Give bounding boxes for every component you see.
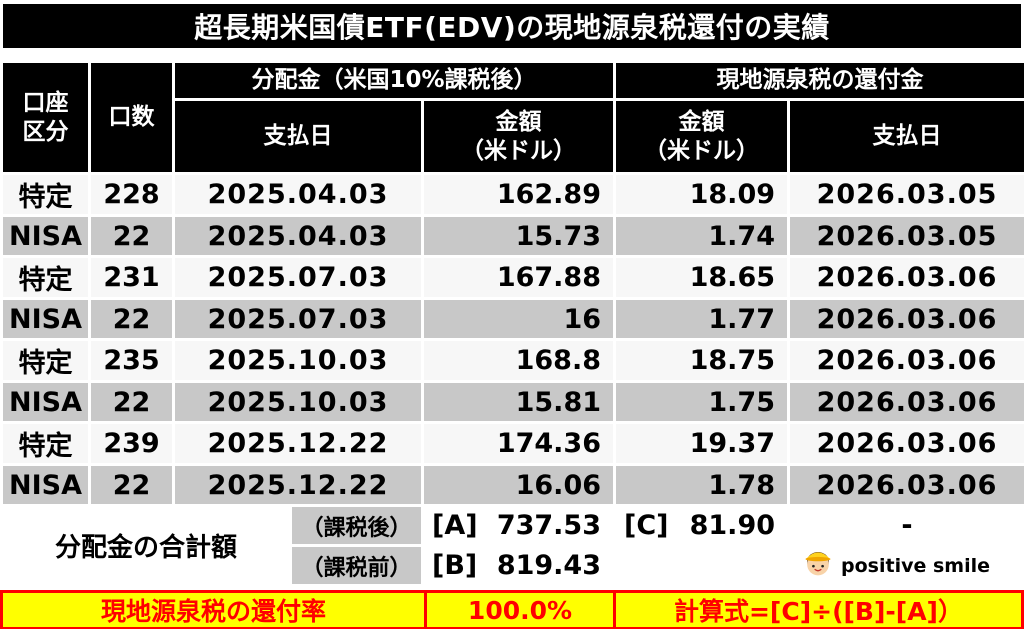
refund-table: 口座 区分 口数 分配金（米国10%課税後） 現地源泉税の還付金 支払日 金額 … bbox=[0, 60, 1024, 587]
header-refund-pay-date: 支払日 bbox=[787, 98, 1024, 175]
header-dist-amount: 金額 （米ドル） bbox=[420, 98, 617, 175]
refund-amount-cell: 18.65 bbox=[613, 255, 791, 300]
summary-row-before-tax: （課税前） [B] 819.43 bbox=[2, 544, 1024, 587]
refund-rate-formula: 計算式=[C]÷([B]-[A]） bbox=[673, 597, 963, 626]
total-refund-value: 81.90 bbox=[689, 510, 776, 541]
refund-amount-cell: 18.75 bbox=[613, 338, 791, 383]
dash-cell: - bbox=[787, 504, 1024, 547]
dist-pay-date-cell: 2025.07.03 bbox=[172, 255, 424, 300]
brand-name: positive smile bbox=[841, 554, 991, 577]
units-cell: 231 bbox=[88, 255, 175, 300]
table-row: NISA 22 2025.10.03 15.81 1.75 2026.03.06 bbox=[0, 380, 1024, 424]
account-type-cell: 特定 bbox=[0, 421, 91, 466]
table-row: NISA 22 2025.12.22 16.06 1.78 2026.03.06 bbox=[0, 463, 1024, 507]
ref-c-label: [C] bbox=[624, 510, 669, 541]
refund-rate-value: 100.0% bbox=[424, 593, 616, 627]
dist-pay-date-cell: 2025.04.03 bbox=[172, 214, 424, 258]
dist-amount-cell: 16 bbox=[420, 297, 617, 341]
account-type-cell: NISA bbox=[0, 214, 91, 258]
dist-amount-cell: 167.88 bbox=[420, 255, 617, 300]
account-type-cell: 特定 bbox=[0, 255, 91, 300]
ref-b-label: [B] bbox=[432, 550, 478, 581]
total-before-tax-cell: [B] 819.43 bbox=[420, 544, 617, 587]
refund-pay-date-cell: 2026.03.06 bbox=[787, 255, 1024, 300]
account-type-cell: 特定 bbox=[0, 338, 91, 383]
summary-row-after-tax: 分配金の合計額 （課税後） [A] 737.53 [C] 81.90 - bbox=[0, 504, 1024, 587]
refund-pay-date-cell: 2026.03.06 bbox=[787, 297, 1024, 341]
refund-amount-cell: 1.75 bbox=[613, 380, 791, 424]
units-cell: 22 bbox=[88, 214, 175, 258]
dist-pay-date-cell: 2025.04.03 bbox=[172, 172, 424, 217]
total-before-tax-value: 819.43 bbox=[496, 550, 602, 581]
table-row: 特定 231 2025.07.03 167.88 18.65 2026.03.0… bbox=[0, 255, 1024, 300]
account-type-cell: NISA bbox=[0, 463, 91, 507]
refund-amount-cell: 1.74 bbox=[613, 214, 791, 258]
account-type-cell: NISA bbox=[0, 297, 91, 341]
header-refund-amount: 金額 （米ドル） bbox=[613, 98, 791, 175]
positive-smile-logo: positive smile bbox=[618, 549, 1023, 583]
dist-amount-cell: 168.8 bbox=[420, 338, 617, 383]
table-row: 特定 235 2025.10.03 168.8 18.75 2026.03.06 bbox=[0, 338, 1024, 383]
header-account-type: 口座 区分 bbox=[0, 60, 91, 175]
smile-face-icon bbox=[803, 549, 833, 583]
total-after-tax-cell: [A] 737.53 bbox=[420, 504, 617, 547]
refund-amount-cell: 1.77 bbox=[613, 297, 791, 341]
refund-pay-date-cell: 2026.03.06 bbox=[787, 463, 1024, 507]
header-dist-pay-date: 支払日 bbox=[172, 98, 424, 175]
dist-pay-date-cell: 2025.10.03 bbox=[172, 380, 424, 424]
dist-pay-date-cell: 2025.12.22 bbox=[172, 463, 424, 507]
refund-pay-date-cell: 2026.03.05 bbox=[787, 172, 1024, 217]
dist-amount-cell: 162.89 bbox=[420, 172, 617, 217]
page-title: 超長期米国債ETF(EDV)の現地源泉税還付の実績 bbox=[3, 4, 1021, 48]
dist-amount-cell: 174.36 bbox=[420, 421, 617, 466]
header-units: 口数 bbox=[88, 60, 175, 175]
dist-pay-date-cell: 2025.10.03 bbox=[172, 338, 424, 383]
units-cell: 228 bbox=[88, 172, 175, 217]
account-type-cell: NISA bbox=[0, 380, 91, 424]
dist-amount-cell: 15.81 bbox=[420, 380, 617, 424]
units-cell: 235 bbox=[88, 338, 175, 383]
refund-rate-label: 現地源泉税の還付率 bbox=[100, 597, 326, 626]
distribution-total-label: 分配金の合計額 bbox=[0, 504, 292, 587]
table-row: 特定 239 2025.12.22 174.36 19.37 2026.03.0… bbox=[0, 421, 1024, 466]
dist-pay-date-cell: 2025.12.22 bbox=[172, 421, 424, 466]
refund-rate-bar: 現地源泉税の還付率 100.0% 計算式=[C]÷([B]-[A]） bbox=[0, 590, 1024, 629]
refund-amount-cell: 19.37 bbox=[613, 421, 791, 466]
after-tax-label: （課税後） bbox=[289, 504, 424, 547]
header-distribution-group: 分配金（米国10%課税後） bbox=[171, 60, 617, 101]
table-row: 特定 228 2025.04.03 162.89 18.09 2026.03.0… bbox=[0, 172, 1024, 217]
total-refund-cell: [C] 81.90 bbox=[613, 504, 791, 547]
units-cell: 22 bbox=[88, 463, 175, 507]
total-after-tax-value: 737.53 bbox=[496, 510, 602, 541]
table-row: NISA 22 2025.04.03 15.73 1.74 2026.03.05 bbox=[0, 214, 1024, 258]
refund-pay-date-cell: 2026.03.06 bbox=[787, 338, 1024, 383]
ref-a-label: [A] bbox=[432, 510, 478, 541]
refund-pay-date-cell: 2026.03.05 bbox=[787, 214, 1024, 258]
refund-amount-cell: 1.78 bbox=[613, 463, 791, 507]
table-row: NISA 22 2025.07.03 16 1.77 2026.03.06 bbox=[0, 297, 1024, 341]
units-cell: 22 bbox=[88, 380, 175, 424]
header-refund-group: 現地源泉税の還付金 bbox=[613, 60, 1024, 101]
dist-amount-cell: 16.06 bbox=[420, 463, 617, 507]
before-tax-label: （課税前） bbox=[289, 544, 424, 587]
dist-amount-cell: 15.73 bbox=[420, 214, 617, 258]
dist-pay-date-cell: 2025.07.03 bbox=[172, 297, 424, 341]
account-type-cell: 特定 bbox=[0, 172, 91, 217]
refund-amount-cell: 18.09 bbox=[613, 172, 791, 217]
refund-pay-date-cell: 2026.03.06 bbox=[787, 380, 1024, 424]
brand-cell: positive smile bbox=[613, 544, 1024, 587]
refund-pay-date-cell: 2026.03.06 bbox=[787, 421, 1024, 466]
units-cell: 239 bbox=[88, 421, 175, 466]
units-cell: 22 bbox=[88, 297, 175, 341]
